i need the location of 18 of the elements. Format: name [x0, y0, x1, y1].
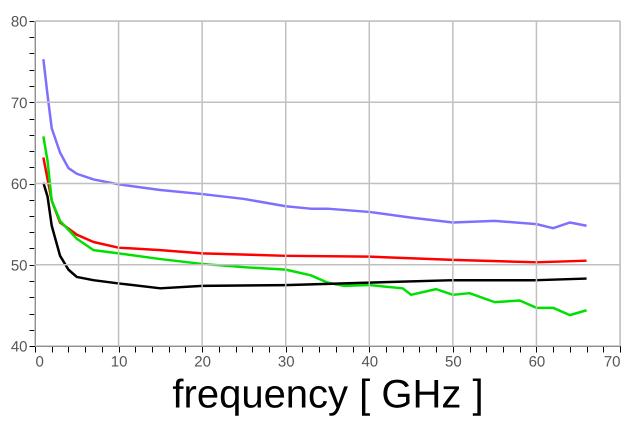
line-series — [42, 156, 588, 264]
y-tick-label: 60 — [10, 176, 28, 193]
line-series — [42, 181, 588, 290]
line-series — [42, 135, 588, 316]
x-tick-label: 70 — [604, 354, 620, 370]
x-tick-label: 30 — [278, 354, 295, 370]
x-axis-title: frequency [ GHz ] — [172, 372, 484, 416]
x-tick-label: 0 — [36, 354, 44, 370]
y-tick-label: 70 — [10, 94, 28, 112]
y-tick-label: 40 — [10, 338, 28, 356]
x-tick-label: 20 — [194, 354, 211, 370]
y-tick-label: 50 — [10, 257, 28, 274]
line-series — [42, 58, 588, 230]
x-tick-label: 60 — [528, 354, 546, 370]
x-tick-label: 50 — [445, 354, 462, 370]
x-tick-label: 10 — [110, 354, 128, 370]
x-tick-label: 40 — [361, 354, 378, 370]
y-tick-label: 80 — [10, 14, 28, 30]
